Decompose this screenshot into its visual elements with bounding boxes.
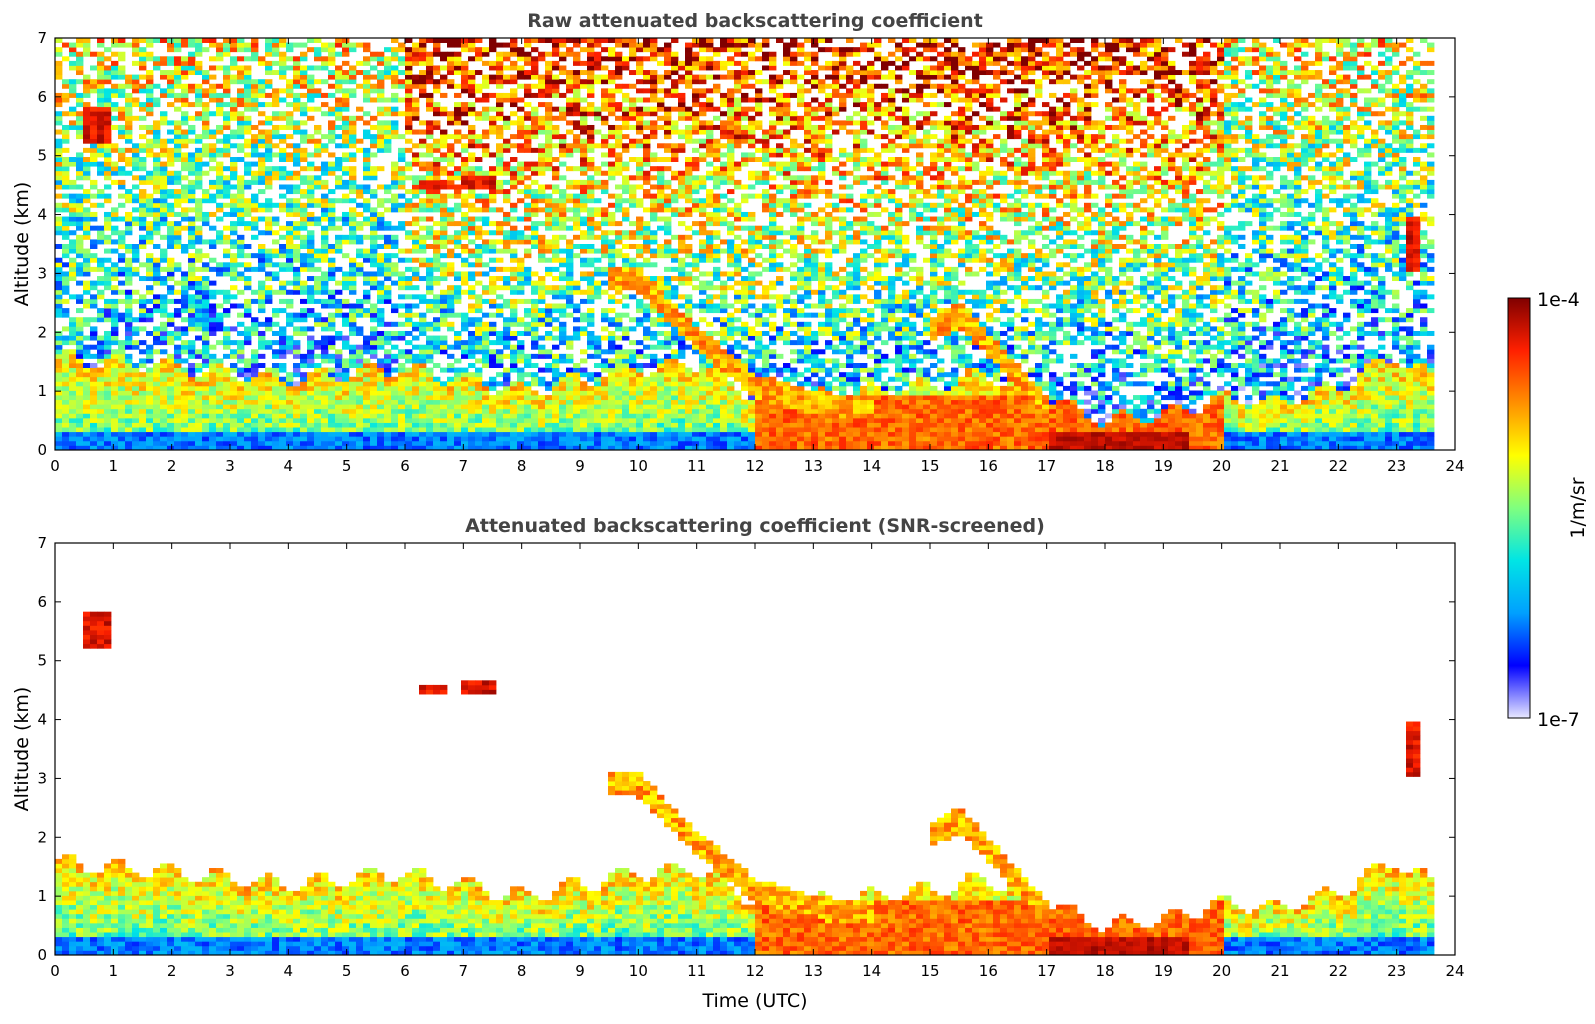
y-tick-label: 4 [37, 711, 47, 729]
x-tick-label: 22 [1329, 962, 1348, 980]
x-tick-label: 14 [862, 457, 881, 475]
x-tick-label: 21 [1270, 457, 1289, 475]
x-tick-label: 1 [109, 457, 119, 475]
x-tick-label: 22 [1329, 457, 1348, 475]
x-tick-label: 18 [1095, 457, 1114, 475]
x-tick-label: 19 [1154, 457, 1173, 475]
x-tick-label: 9 [575, 962, 585, 980]
x-tick-label: 13 [804, 457, 823, 475]
backscatter-image-raw [55, 38, 1434, 450]
colorbar: 1e-4 1e-7 1/m/sr [1508, 289, 1589, 731]
y-tick-label: 2 [37, 323, 47, 341]
x-tick-label: 11 [687, 962, 706, 980]
x-tick-label: 24 [1445, 457, 1464, 475]
x-tick-label: 2 [167, 962, 177, 980]
x-tick-label: 7 [459, 962, 469, 980]
y-tick-label: 0 [37, 946, 47, 964]
colorbar-gradient [1508, 298, 1530, 718]
x-tick-label: 9 [575, 457, 585, 475]
x-tick-label: 21 [1270, 962, 1289, 980]
y-tick-label: 7 [37, 534, 47, 552]
x-tick-label: 3 [225, 962, 235, 980]
y-tick-label: 3 [37, 769, 47, 787]
y-tick-label: 5 [37, 147, 47, 165]
y-axis-label-screened: Altitude (km) [11, 687, 33, 812]
x-tick-label: 0 [50, 457, 60, 475]
x-tick-label: 17 [1037, 962, 1056, 980]
x-tick-label: 15 [920, 962, 939, 980]
x-tick-label: 2 [167, 457, 177, 475]
backscatter-image-screened [55, 612, 1434, 956]
x-tick-label: 4 [284, 457, 294, 475]
x-tick-label: 20 [1212, 962, 1231, 980]
x-tick-label: 5 [342, 457, 352, 475]
colorbar-unit-label: 1/m/sr [1567, 477, 1589, 538]
y-tick-label: 3 [37, 264, 47, 282]
x-tick-label: 23 [1387, 457, 1406, 475]
x-tick-label: 12 [745, 962, 764, 980]
x-tick-label: 1 [109, 962, 119, 980]
x-tick-label: 11 [687, 457, 706, 475]
x-tick-label: 20 [1212, 457, 1231, 475]
x-tick-label: 8 [517, 962, 527, 980]
x-tick-label: 10 [629, 457, 648, 475]
chart-title-raw: Raw attenuated backscattering coefficien… [527, 10, 983, 32]
x-tick-label: 15 [920, 457, 939, 475]
x-tick-label: 7 [459, 457, 469, 475]
x-tick-label: 17 [1037, 457, 1056, 475]
x-tick-label: 8 [517, 457, 527, 475]
chart-title-screened: Attenuated backscattering coefficient (S… [465, 515, 1045, 537]
x-tick-label: 12 [745, 457, 764, 475]
y-tick-label: 5 [37, 652, 47, 670]
y-tick-label: 6 [37, 88, 47, 106]
y-tick-label: 1 [37, 887, 47, 905]
x-tick-label: 19 [1154, 962, 1173, 980]
x-tick-label: 18 [1095, 962, 1114, 980]
x-tick-label: 23 [1387, 962, 1406, 980]
y-tick-label: 4 [37, 206, 47, 224]
colorbar-max-label: 1e-4 [1537, 289, 1580, 311]
y-tick-label: 1 [37, 382, 47, 400]
x-tick-label: 24 [1445, 962, 1464, 980]
panel-screened: Attenuated backscattering coefficient (S… [11, 515, 1465, 1012]
x-tick-label: 10 [629, 962, 648, 980]
x-tick-label: 0 [50, 962, 60, 980]
y-tick-label: 7 [37, 29, 47, 47]
x-tick-label: 13 [804, 962, 823, 980]
colorbar-min-label: 1e-7 [1537, 709, 1580, 731]
x-tick-label: 6 [400, 962, 410, 980]
panel-raw: Raw attenuated backscattering coefficien… [11, 10, 1465, 475]
x-tick-label: 14 [862, 962, 881, 980]
x-tick-label: 16 [979, 962, 998, 980]
x-tick-label: 6 [400, 457, 410, 475]
y-tick-label: 2 [37, 828, 47, 846]
x-tick-label: 5 [342, 962, 352, 980]
x-tick-label: 3 [225, 457, 235, 475]
x-tick-label: 16 [979, 457, 998, 475]
x-tick-label: 4 [284, 962, 294, 980]
y-tick-label: 0 [37, 441, 47, 459]
y-axis-label-raw: Altitude (km) [11, 182, 33, 307]
x-axis-label: Time (UTC) [701, 990, 807, 1012]
y-tick-label: 6 [37, 593, 47, 611]
